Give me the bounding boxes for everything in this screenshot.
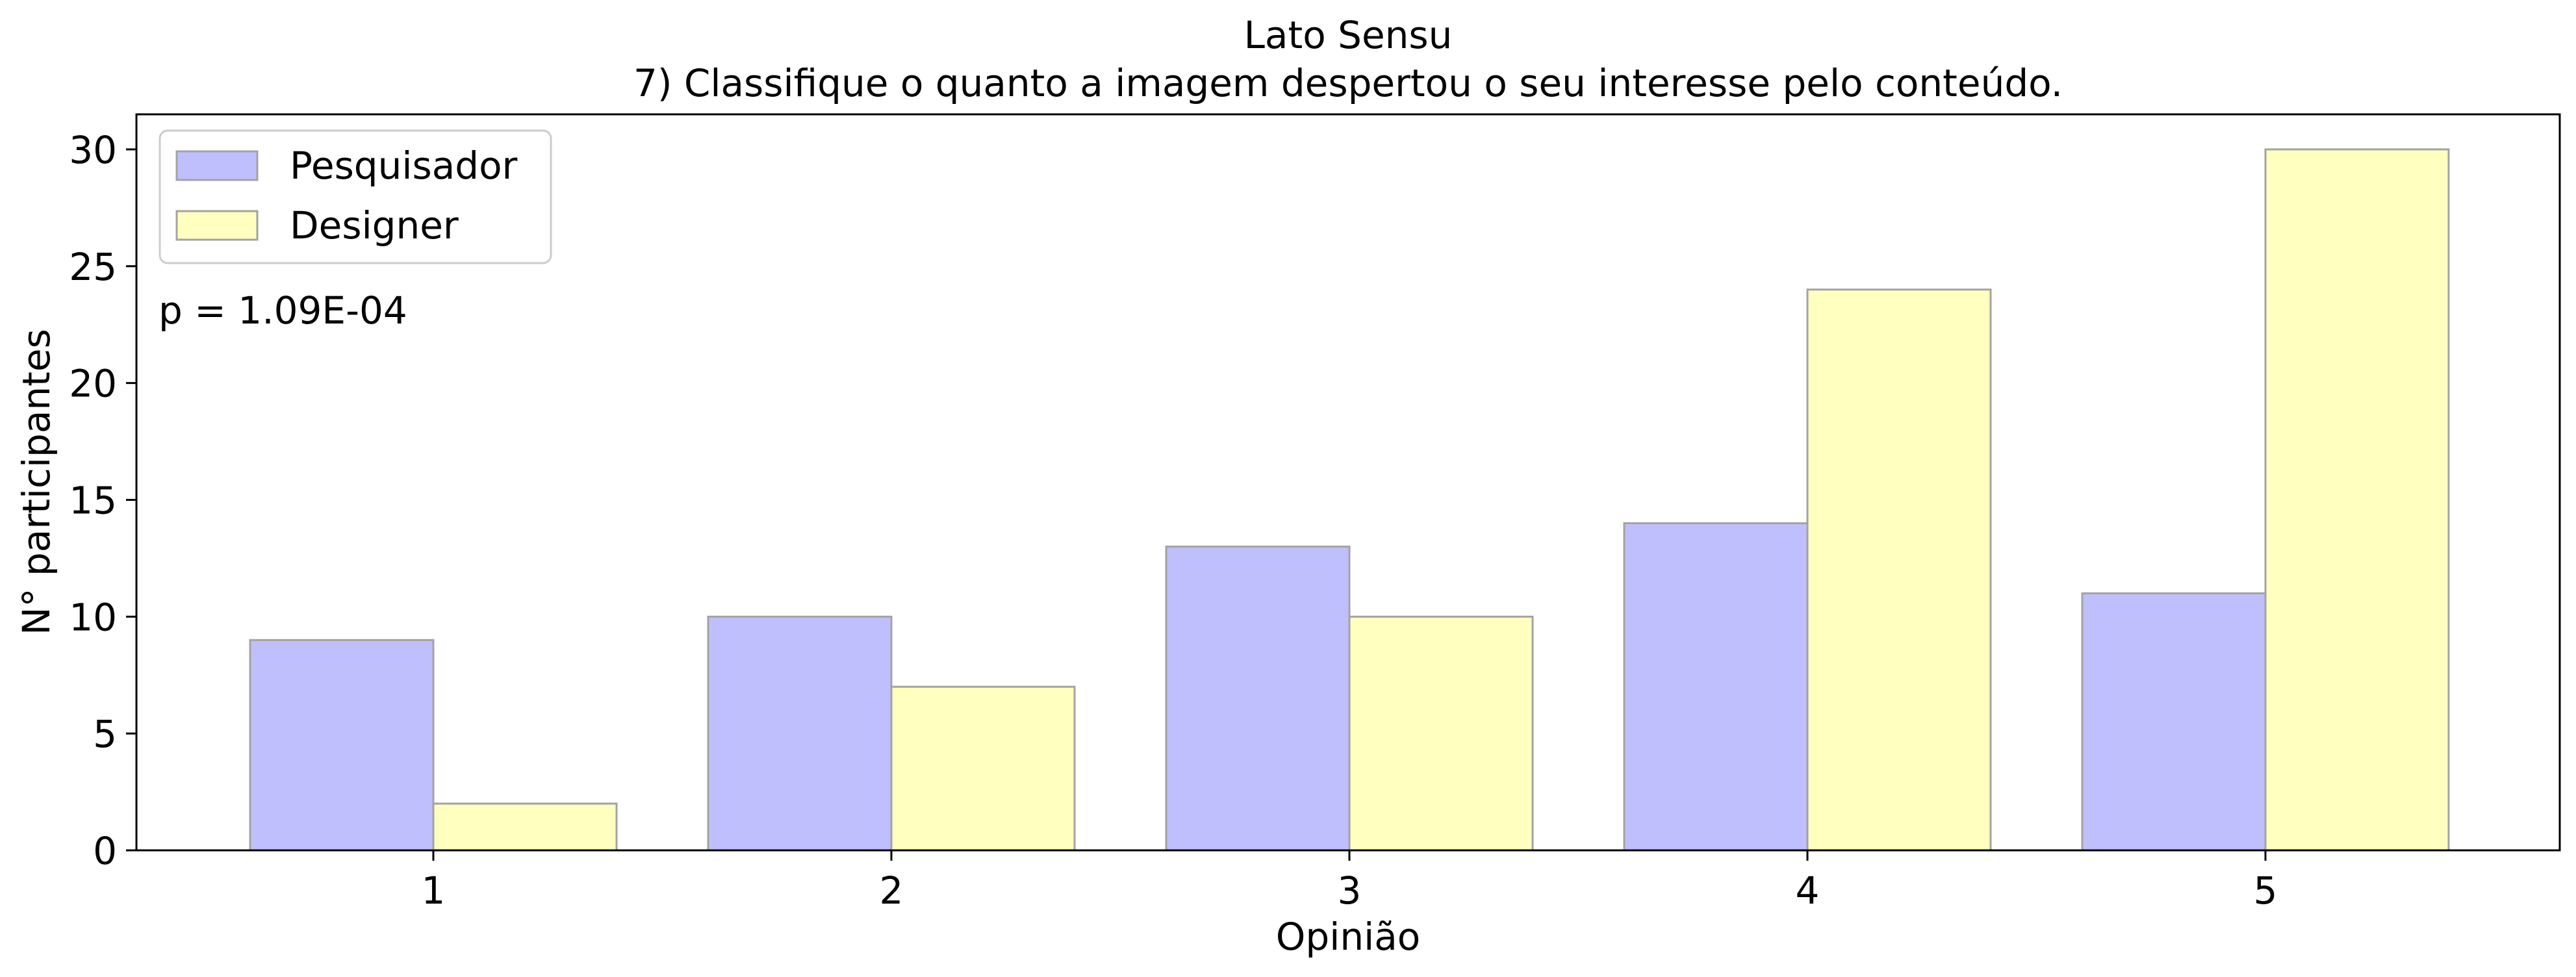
p-value-annotation: p = 1.09E-04 [159, 288, 407, 333]
bar-designer-5 [2264, 148, 2450, 852]
x-tick-label: 1 [422, 869, 446, 913]
x-axis-label: Opinião [1276, 915, 1420, 959]
legend-swatch-pesquisador [175, 150, 259, 181]
bar-pesquisador-3 [1165, 545, 1351, 852]
x-tick-label: 3 [1338, 869, 1362, 913]
bar-pesquisador-2 [707, 615, 893, 852]
y-tick-label: 20 [69, 362, 117, 406]
x-tick-label: 5 [2254, 869, 2278, 913]
y-tick-label: 15 [69, 478, 117, 522]
plot-area-frame [135, 113, 2561, 852]
bar-pesquisador-5 [2081, 592, 2267, 852]
y-axis-label: N° participantes [14, 329, 58, 635]
legend-label-designer: Designer [290, 203, 459, 247]
x-axis-ticks: 1 2 3 4 5 [422, 850, 2278, 913]
bars-group [249, 148, 2450, 852]
y-tick-label: 30 [69, 128, 117, 172]
legend-label-pesquisador: Pesquisador [290, 144, 518, 188]
bar-designer-3 [1348, 615, 1534, 852]
y-tick-label: 0 [93, 829, 117, 873]
y-axis-ticks: 0 5 10 15 20 25 30 [69, 128, 136, 873]
bar-designer-1 [432, 802, 618, 852]
bar-pesquisador-1 [249, 639, 435, 852]
chart-title-line1: Lato Sensu [1244, 13, 1453, 57]
y-tick-label: 10 [69, 595, 117, 639]
x-tick-label: 2 [880, 869, 904, 913]
bar-designer-4 [1806, 288, 1992, 852]
bar-designer-2 [890, 685, 1076, 852]
legend-swatch-designer [175, 210, 259, 241]
chart-title-line2: 7) Classifique o quanto a imagem despert… [633, 61, 2063, 105]
legend: Pesquisador Designer [159, 129, 552, 264]
y-tick-label: 25 [69, 245, 117, 289]
y-tick-label: 5 [93, 712, 117, 756]
bar-pesquisador-4 [1623, 522, 1809, 852]
x-tick-label: 4 [1796, 869, 1820, 913]
